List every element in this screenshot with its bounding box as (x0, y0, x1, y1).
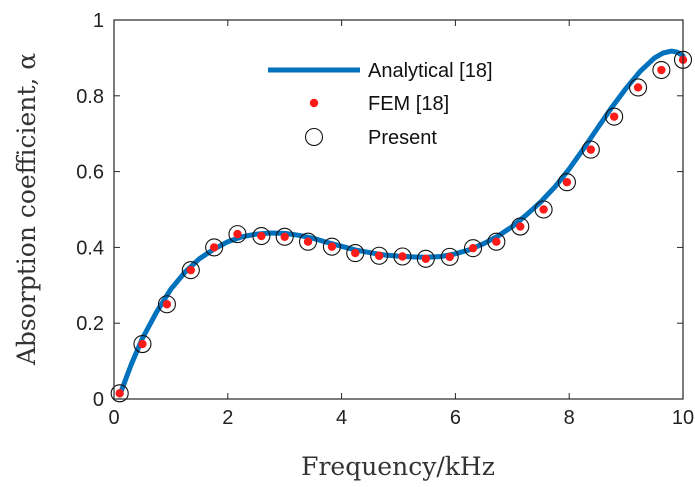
fem-marker (609, 112, 619, 121)
legend-label: Present (368, 127, 437, 149)
plot-area (114, 20, 683, 399)
present-marker (228, 225, 247, 244)
fem-marker (398, 252, 407, 261)
fem-marker (492, 237, 501, 246)
fem-marker (586, 145, 596, 154)
y-tick-label: 1 (93, 10, 104, 32)
present-marker (440, 247, 459, 266)
y-tick-label: 0.6 (76, 162, 104, 184)
present-marker (181, 261, 200, 280)
fem-marker (374, 251, 384, 260)
legend: Analytical [18] FEM [18] Present (268, 60, 493, 149)
x-tick-label: 2 (222, 407, 233, 429)
present-marker (628, 78, 648, 97)
fem-marker (539, 205, 548, 214)
present-marker (463, 239, 483, 258)
fem-marker (657, 65, 666, 75)
legend-swatch-dot (309, 98, 319, 108)
present-marker (110, 384, 129, 403)
x-tick-label: 0 (108, 407, 119, 429)
present-marker (157, 295, 176, 314)
legend-label: Analytical [18] (368, 60, 493, 82)
fem-marker (115, 389, 124, 398)
fem-marker (351, 248, 360, 258)
y-tick-label: 0.8 (76, 86, 104, 108)
x-tick-label: 6 (450, 407, 461, 429)
present-marker (487, 232, 506, 251)
fem-marker (138, 339, 147, 349)
present-marker (581, 140, 600, 159)
present-marker (370, 246, 389, 265)
present-marker (557, 173, 576, 192)
y-tick-label: 0.2 (76, 313, 104, 335)
x-tick-label: 4 (336, 407, 347, 429)
present-marker (652, 60, 671, 80)
fem-marker (257, 231, 266, 241)
present-marker (275, 227, 294, 246)
y-tick-label: 0.4 (76, 237, 104, 259)
series-layer (110, 48, 693, 403)
y-axis-label: Absorption coefficient, α (12, 53, 41, 366)
fem-marker (162, 300, 172, 309)
present-marker (511, 217, 530, 236)
fem-marker (280, 232, 289, 241)
x-tick-label: 8 (564, 407, 575, 429)
fem-marker (209, 243, 219, 252)
fem-marker (233, 229, 242, 239)
present-marker (298, 232, 318, 251)
legend-swatch-circle (304, 127, 324, 147)
y-tick-label: 0 (93, 389, 104, 411)
x-tick-label: 10 (672, 407, 694, 429)
present-marker (346, 244, 365, 263)
axes-box (113, 19, 684, 400)
fem-marker (516, 222, 525, 231)
fem-marker (186, 265, 196, 275)
fem-marker (327, 242, 337, 251)
ticks-layer: 0 2 4 6 8 10 0 0.2 0.4 0.6 0.8 1 (76, 10, 694, 429)
fem-marker (468, 243, 478, 253)
fem-marker (445, 252, 454, 262)
fem-marker (633, 83, 643, 92)
present-marker (133, 334, 152, 354)
x-axis-label: Frequency/kHz (301, 452, 495, 481)
legend-label: FEM [18] (368, 93, 449, 115)
fem-marker (303, 237, 313, 246)
present-marker (322, 237, 341, 256)
present-marker (205, 238, 224, 257)
present-marker (534, 200, 553, 219)
fem-marker (562, 178, 572, 187)
present-marker (252, 226, 271, 246)
present-marker (393, 247, 412, 266)
present-marker (605, 107, 624, 126)
fem-marker (421, 254, 431, 263)
present-marker (416, 249, 435, 268)
